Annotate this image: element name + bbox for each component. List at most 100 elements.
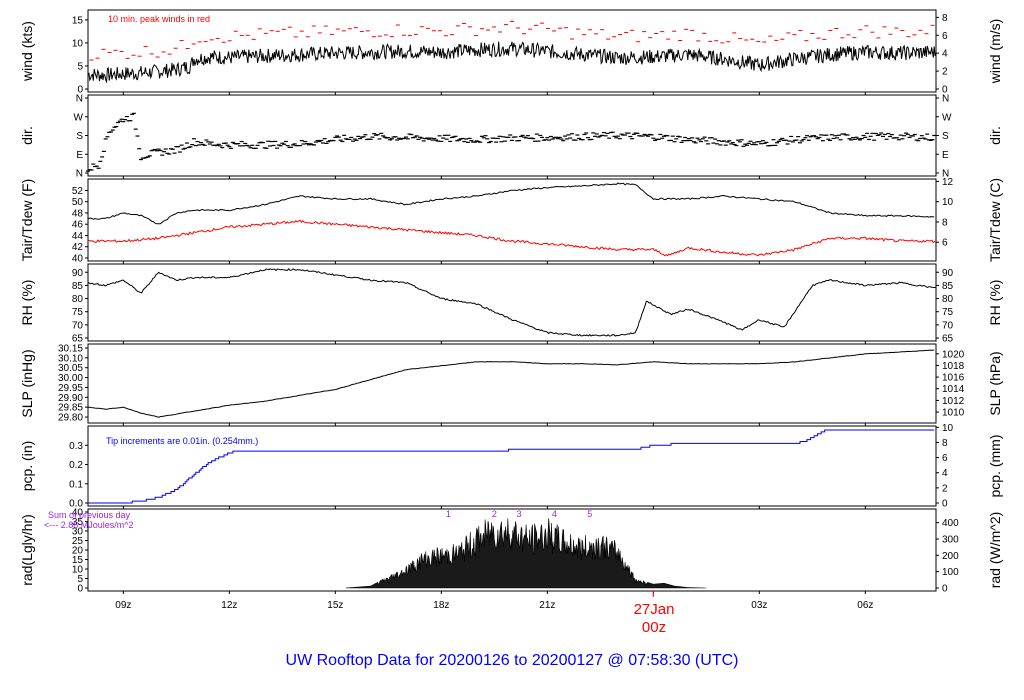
y-tick-label-right: S [942,131,949,142]
panel-frame [87,343,937,424]
y-axis-label-right: pcp. (mm) [987,435,1003,498]
y-tick-label-right: 6 [942,453,948,464]
rad-hour-mark: 4 [552,509,557,519]
panel-temp: Tair/Tdew (F) Tair/Tdew (C) 40424446485052… [19,177,1003,265]
y-tick-label-right: 300 [942,534,959,545]
rad-hour-mark: 3 [517,509,522,519]
pcp-note: Tip increments are 0.01in. (0.254mm.) [106,436,258,446]
y-tick-label-right: 12 [942,177,954,188]
y-tick-label-left: 30.05 [58,363,83,374]
y-axis-label-left: wind (kts) [19,21,35,82]
y-tick-label-right: 0 [942,499,948,510]
y-axis-label-right: wind (m/s) [987,19,1003,85]
y-tick-label-left: 85 [72,281,84,292]
y-tick-label-left: N [76,94,83,105]
y-axis-label-left: pcp. (in) [19,441,35,492]
y-tick-label-right: 2 [942,483,948,494]
series-tair-line [87,182,935,225]
y-tick-label-right: 2 [942,67,948,78]
x-tick-label: 18z [433,600,449,611]
y-tick-label-right: 1010 [942,408,965,419]
y-tick-label-right: 0 [942,584,948,595]
y-tick-label-left: 0 [77,584,83,595]
y-tick-label-left: 0.0 [69,499,83,510]
y-tick-label-left: 29.80 [58,413,83,424]
y-tick-label-right: 8 [942,438,948,449]
panel-rad: rad(Lgly/hr) rad (W/m^2)05101520253035400… [19,508,1003,595]
y-tick-label-right: 400 [942,518,959,529]
y-tick-label-left: 29.95 [58,383,83,394]
panel-frame [87,425,937,507]
y-tick-label-left: 30.10 [58,353,83,364]
x-tick-label: 21z [539,600,555,611]
y-tick-label-right: 100 [942,567,959,578]
y-tick-label-right: 90 [942,268,954,279]
y-tick-label-left: 15 [72,15,84,26]
series-slp-line [88,349,935,418]
y-tick-label-right: 1020 [942,349,965,360]
y-tick-label-right: 10 [942,197,954,208]
panel-pcp: pcp. (in) pcp. (mm) 0.0 0.1 0.2 0.3 0 2 4 6 8 10 Tip… [19,423,1003,510]
y-tick-label-right: 80 [942,294,954,305]
y-tick-label-right: N [942,169,949,180]
y-tick-label-left: 48 [72,208,84,219]
y-axis-label-right: RH (%) [987,280,1003,326]
y-tick-label-left: 75 [72,307,84,318]
y-axis-label-left: rad(Lgly/hr) [19,514,35,586]
panel-frame [87,263,937,342]
panel-rh: RH (%) RH (%) 65 70 75 80 85 90 65 70 75 80 85 90 [19,263,1003,345]
y-tick-label-left: S [76,131,83,142]
y-tick-label-right: 6 [942,238,948,249]
y-tick-label-right: 85 [942,281,954,292]
y-tick-label-right: 10 [942,423,954,434]
y-axis-label-left: SLP (inHg) [19,349,35,417]
x-tick-label: 03z [751,600,767,611]
y-tick-label-right: 0 [942,85,948,96]
panel-wind: wind (kts) wind (m/s) 0 5 10 15 0 2 4 6 8 10 min. p… [19,9,1003,96]
y-tick-label-left: 90 [72,268,84,279]
y-tick-label-left: 65 [72,334,84,345]
x-tick-label: 12z [221,600,237,611]
y-tick-label-right: 70 [942,320,954,331]
y-tick-label-left: 29.85 [58,403,83,414]
y-tick-label-left: 15 [72,555,84,566]
y-tick-label-left: 50 [72,197,84,208]
y-tick-label-right: 1018 [942,361,965,372]
y-tick-label-right: E [942,150,949,161]
x-date-label: 27Jan [634,601,675,618]
y-tick-label-left: 70 [72,320,84,331]
y-tick-label-left: 52 [72,186,84,197]
y-tick-label-right: 200 [942,551,959,562]
x-date-sub: 00z [642,619,666,636]
y-tick-label-right: 1012 [942,396,965,407]
y-tick-label-left: 10 [72,565,84,576]
y-tick-label-left: 42 [72,242,84,253]
y-tick-label-right: 4 [942,49,948,60]
y-tick-label-right: 75 [942,307,954,318]
panel-frame [87,9,937,93]
y-tick-label-left: W [74,112,84,123]
rad-hour-mark: 1 [446,509,451,519]
y-tick-label-left: 44 [72,231,84,242]
y-tick-label-left: 20 [72,546,84,557]
y-tick-label-right: W [942,112,952,123]
panel-slp: SLP (inHg) SLP (hPa)29.8029.8529.9029.953… [19,343,1003,426]
y-tick-label-left: 35 [72,517,84,528]
y-tick-label-left: 0.2 [69,460,83,471]
chart-title: UW Rooftop Data for 20200126 to 20200127… [286,652,739,669]
rad-hour-mark: 2 [492,509,497,519]
y-tick-label-right: 65 [942,334,954,345]
y-tick-label-left: 10 [72,38,84,49]
y-axis-label-right: dir. [987,126,1003,145]
y-tick-label-left: 29.90 [58,393,83,404]
series-tdew-line [87,219,937,257]
y-axis-label-right: rad (W/m^2) [987,512,1003,589]
series-rh-line [87,268,937,337]
y-tick-label-left: 5 [77,61,83,72]
y-tick-label-left: 30.15 [58,343,83,354]
y-tick-label-right: 4 [942,468,948,479]
y-tick-label-left: 0 [77,85,83,96]
x-tick-label: 15z [327,600,343,611]
